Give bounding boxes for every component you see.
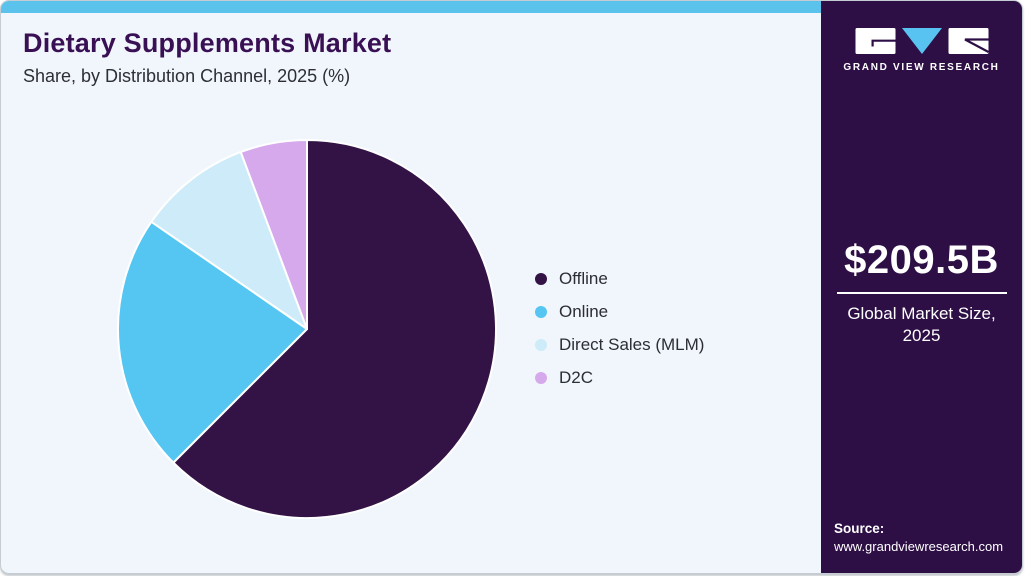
- logo-g-icon: [855, 28, 895, 54]
- market-size-block: $209.5B Global Market Size, 2025: [821, 238, 1022, 347]
- legend-swatch: [535, 306, 547, 318]
- legend-item: D2C: [535, 368, 704, 388]
- market-size-divider: [836, 292, 1007, 294]
- legend-label: Online: [559, 302, 609, 321]
- legend-label: D2C: [559, 368, 594, 387]
- pie-slice: [150, 150, 308, 330]
- pie-chart-svg: [117, 139, 498, 519]
- legend-swatch: [535, 273, 547, 285]
- gvr-logo: GRAND VIEW RESEARCH: [821, 27, 1022, 73]
- logo-r-icon: [948, 28, 989, 54]
- legend-item: Online: [535, 302, 704, 322]
- market-size-label: Global Market Size, 2025: [847, 304, 996, 345]
- pie-chart: [115, 137, 499, 526]
- page-subtitle: Share, by Distribution Channel, 2025 (%): [23, 66, 351, 86]
- source-url: www.grandviewresearch.com: [834, 539, 1004, 554]
- market-size-value: $209.5B: [844, 238, 999, 282]
- legend-swatch: [535, 372, 547, 384]
- sidebar: GRAND VIEW RESEARCH $209.5B Global Marke…: [821, 1, 1022, 573]
- page-title: Dietary Supplements Market: [23, 28, 392, 58]
- gvr-logo-icon: [855, 28, 989, 54]
- accent-strip: [1, 1, 823, 13]
- pie-slice: [172, 139, 498, 519]
- legend-label: Direct Sales (MLM): [559, 335, 705, 354]
- pie-slice: [117, 220, 308, 464]
- legend-swatch: [535, 339, 547, 351]
- legend: Offline Online Direct Sales (MLM) D2C: [535, 269, 704, 388]
- legend-item: Direct Sales (MLM): [535, 335, 704, 355]
- legend-item: Offline: [535, 269, 704, 289]
- header: Dietary Supplements Market Share, by Dis…: [23, 28, 391, 87]
- source-label: Source:: [834, 521, 885, 536]
- legend-label: Offline: [559, 269, 608, 288]
- source-block: Source: www.grandviewresearch.com: [834, 521, 1003, 554]
- brand-name: GRAND VIEW RESEARCH: [843, 62, 1000, 73]
- logo-v-icon: [901, 28, 942, 54]
- pie-slice: [239, 139, 308, 330]
